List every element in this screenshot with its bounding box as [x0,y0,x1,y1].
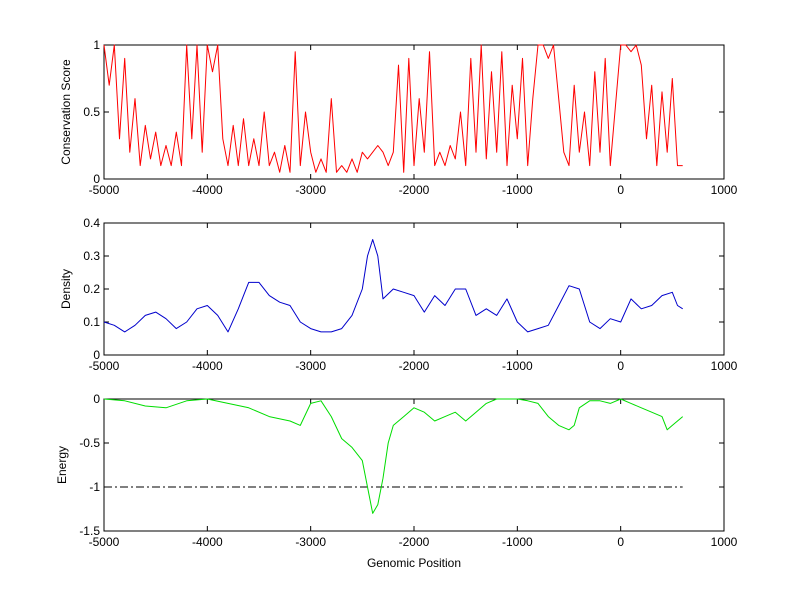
series-line-2-0 [103,398,684,514]
energy-ticks: -5000 -4000 -3000 -2000 -1000 0 1000 -1.5 -1 -0.5… [79,392,737,549]
x-tick-label: 0 [617,535,624,549]
x-tick-label: 1000 [711,535,738,549]
conservation-score-panel: -5000 -4000 -3000 -2000 -1000 0 1000 0 0.5 1 Cons… [59,38,738,197]
genomic-position-x-axis-label: Genomic Position [367,556,461,570]
conservation-ticks: -5000 -4000 -3000 -2000 -1000 0 1000 0 0.5 1 [83,38,737,197]
x-tick-label: -5000 [89,183,120,197]
x-tick-label: -4000 [192,183,223,197]
x-tick-label: -5000 [89,359,120,373]
x-tick-label: -2000 [399,535,430,549]
series-line-0-0 [103,44,683,173]
energy-axes-box [103,398,725,532]
y-tick-label: 0.4 [83,216,100,230]
y-tick-label: 0.1 [83,315,100,329]
energy-plot-area [103,398,684,514]
conservation-plot-area [103,44,683,173]
density-plot-area [103,239,683,333]
x-tick-label: 0 [617,359,624,373]
x-tick-label: -2000 [399,183,430,197]
x-tick-label: -4000 [192,359,223,373]
y-tick-label: 0.5 [83,105,100,119]
y-tick-label: 0.3 [83,249,100,263]
energy-y-axis-label: Energy [55,446,69,484]
x-tick-label: -5000 [89,535,120,549]
y-tick-label: -0.5 [79,436,100,450]
x-tick-label: -4000 [192,535,223,549]
x-tick-label: -2000 [399,359,430,373]
x-tick-label: 1000 [711,359,738,373]
y-tick-label: 0 [93,348,100,362]
x-tick-label: 1000 [711,183,738,197]
y-tick-label: 0 [93,392,100,406]
density-panel: -5000 -4000 -3000 -2000 -1000 0 1000 0 0.1 0.2 0.3… [59,216,738,373]
x-tick-label: -3000 [295,535,326,549]
x-tick-label: -1000 [502,535,533,549]
x-tick-label: -1000 [502,183,533,197]
y-tick-label: -1 [89,480,100,494]
x-tick-label: -3000 [295,183,326,197]
density-y-axis-label: Density [59,269,73,309]
density-ticks: -5000 -4000 -3000 -2000 -1000 0 1000 0 0.1 0.2 0.3… [83,216,737,373]
x-tick-label: -3000 [295,359,326,373]
y-tick-label: 0.2 [83,282,100,296]
series-line-1-0 [103,239,683,333]
y-tick-label: 1 [93,38,100,52]
y-tick-label: -1.5 [79,524,100,538]
energy-panel: -5000 -4000 -3000 -2000 -1000 0 1000 -1.5 -1 -0.5… [55,392,738,570]
density-axes-box [103,222,725,356]
x-tick-label: -1000 [502,359,533,373]
y-tick-label: 0 [93,172,100,186]
conservation-y-axis-label: Conservation Score [59,59,73,165]
x-tick-label: 0 [617,183,624,197]
